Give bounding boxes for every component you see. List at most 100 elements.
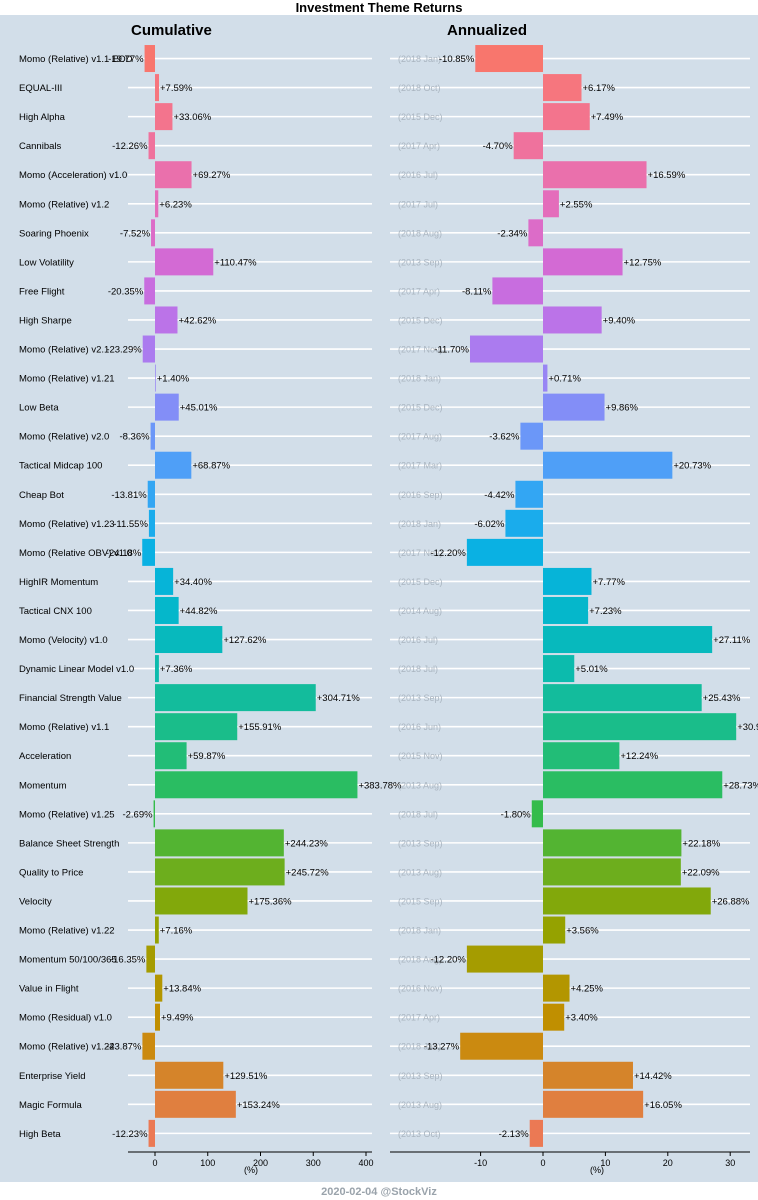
value-label: -13.27% [424,1042,460,1053]
value-label: +5.01% [575,664,608,675]
date-label: (2017 Jul) [398,199,438,209]
value-label: +13.84% [163,984,201,995]
bar-cumulative [144,45,155,73]
bar-annualized [543,248,623,276]
panel-title-cumulative: Cumulative [131,22,212,39]
bar-annualized [529,1119,543,1147]
value-label: -12.20% [430,955,466,966]
category-label: Tactical Midcap 100 [19,461,102,472]
bar-cumulative [155,393,179,421]
category-label: Cannibals [19,141,61,152]
value-label: +33.06% [173,112,211,123]
value-label: +34.40% [174,577,212,588]
x-tick-label: 30 [725,1158,735,1168]
value-label: +129.51% [224,1071,268,1082]
value-label: +9.49% [161,1013,194,1024]
bar-cumulative [155,626,223,654]
bar-annualized [543,1090,644,1118]
bar-cumulative [155,742,187,770]
value-label: +69.27% [193,170,231,181]
bar-cumulative [155,364,156,392]
x-tick-label: 300 [306,1158,321,1168]
bar-cumulative [155,74,160,102]
category-label: Velocity [19,896,52,907]
bar-cumulative [155,655,159,683]
chart-title: Investment Theme Returns [295,0,463,15]
value-label: +127.62% [223,635,267,646]
date-label: (2013 Aug) [398,1100,442,1110]
bar-annualized [543,974,570,1002]
bar-annualized [543,742,620,770]
value-label: +7.36% [160,664,193,675]
category-label: Momo (Relative OBV) v1.0 [19,548,132,559]
category-label: Low Beta [19,403,59,414]
category-label: Momo (Relative) v1.24 [19,1042,115,1053]
value-label: -4.70% [483,141,514,152]
date-label: (2015 Dec) [398,315,443,325]
bar-annualized [531,800,543,828]
date-label: (2016 Nov) [398,984,443,994]
value-label: -10.85% [439,54,475,65]
value-label: -6.02% [474,519,505,530]
bar-annualized [543,161,647,189]
value-label: -11.70% [434,345,469,356]
date-label: (2017 Nov) [398,345,443,355]
value-label: +28.73% [723,780,758,791]
panel-title-annualized: Annualized [447,22,528,39]
category-label: EQUAL-III [19,83,62,94]
value-label: +2.55% [560,199,593,210]
value-label: -2.13% [499,1129,530,1140]
category-label: Momo (Relative) v2.0 [19,432,109,443]
bar-cumulative [150,422,155,450]
value-label: -12.26% [112,141,148,152]
bar-annualized [543,1061,633,1089]
bar-annualized [543,916,566,944]
category-label: Tactical CNX 100 [19,606,92,617]
category-label: Momo (Relative) v1.1 EOD [19,54,133,65]
category-label: Magic Formula [19,1100,83,1111]
category-label: Enterprise Yield [19,1071,86,1082]
date-label: (2017 Apr) [398,286,440,296]
bar-cumulative [142,335,155,363]
value-label: -8.36% [119,432,150,443]
bar-cumulative [153,800,155,828]
footer-credit: 2020-02-04 @StockViz [321,1186,437,1198]
bar-cumulative [144,277,155,305]
value-label: -23.87% [106,1042,142,1053]
bar-annualized [492,277,543,305]
bar-cumulative [155,248,214,276]
x-tick-label: 400 [358,1158,373,1168]
value-label: +22.18% [682,838,720,849]
value-label: -11.55% [113,519,148,530]
bar-cumulative [147,480,155,508]
value-label: -20.35% [108,286,144,297]
value-label: +7.23% [589,606,622,617]
bar-annualized [543,190,559,218]
bar-cumulative [148,1119,155,1147]
value-label: -3.62% [489,432,520,443]
date-label: (2018 Jan) [398,926,441,936]
bar-cumulative [155,684,316,712]
date-label: (2014 Aug) [398,606,442,616]
category-label: Momo (Velocity) v1.0 [19,635,108,646]
value-label: +59.87% [188,751,226,762]
value-label: +4.25% [571,984,604,995]
date-label: (2018 Jul) [398,664,438,674]
x-tick-label: 10 [600,1158,610,1168]
bar-cumulative [146,945,155,973]
bar-annualized [543,74,582,102]
value-label: +7.77% [592,577,625,588]
category-label: Momentum [19,780,67,791]
value-label: +153.24% [237,1100,281,1111]
bar-annualized [543,829,682,857]
value-label: -16.35% [110,955,146,966]
category-label: Momo (Relative) v1.25 [19,809,115,820]
value-label: +22.09% [682,867,720,878]
bar-cumulative [155,829,284,857]
bar-annualized [543,364,548,392]
value-label: -2.69% [122,809,153,820]
bar-annualized [543,713,737,741]
date-label: (2017 Aug) [398,432,442,442]
value-label: +110.47% [214,257,257,268]
